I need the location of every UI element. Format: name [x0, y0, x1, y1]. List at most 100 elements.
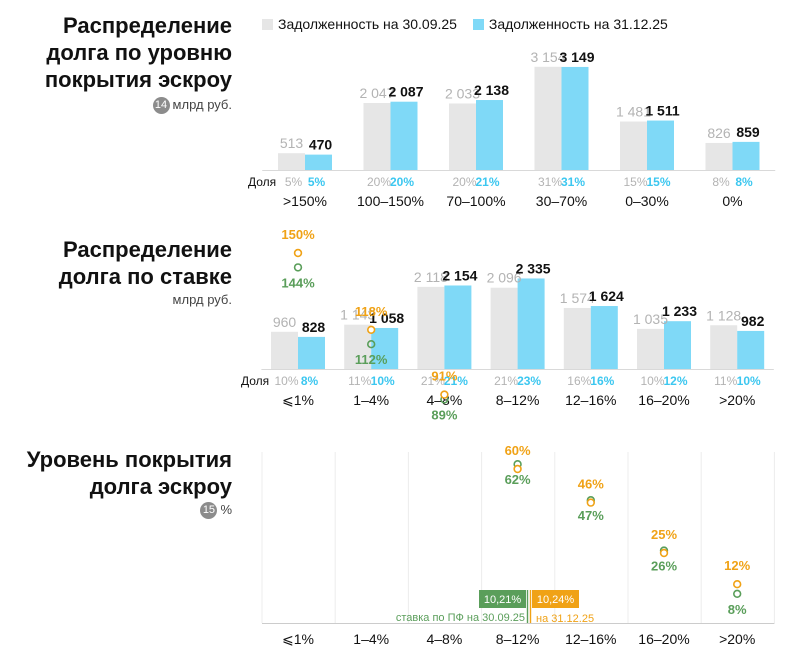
legend-swatch-new	[472, 19, 484, 30]
chart1-category-label: 0%	[722, 193, 742, 209]
chart3-rate-tag-old	[479, 590, 526, 608]
chart3-rate-caption-new: на 31.12.25	[536, 613, 594, 625]
chart1-share-new: 8%	[735, 175, 753, 189]
chart2-share-new: 10%	[737, 374, 761, 388]
chart2-bar-new	[590, 306, 618, 369]
chart1-bar-old	[534, 66, 562, 170]
chart1-category-label: 70–100%	[446, 193, 505, 209]
chart1-value-label-new: 859	[736, 124, 760, 140]
chart1-value-label-old: 3 154	[530, 49, 565, 65]
chart3-value-label-new: 60%	[505, 443, 531, 458]
chart3-value-label-old: 112%	[355, 352, 388, 367]
chart1-share-new: 31%	[561, 175, 585, 189]
chart3-point-new	[586, 498, 595, 507]
chart1-value-label-new: 1 511	[645, 103, 679, 119]
chart2-bar-old	[271, 331, 298, 369]
chart1-bar-new	[476, 100, 503, 170]
chart3-point-old	[367, 340, 376, 349]
chart1-value-label-new: 2 138	[474, 82, 509, 98]
chart3-category-label: 4–8%	[426, 631, 462, 647]
chart1-category-label: 0–30%	[625, 193, 669, 209]
chart1-bar-old	[449, 103, 476, 170]
chart2-value-label-new: 1 233	[662, 303, 697, 319]
chart2-category-label: 16–20%	[638, 392, 689, 408]
chart3-rate-tag-new	[532, 590, 579, 608]
chart2-value-label-new: 2 154	[442, 267, 477, 283]
chart2-unit: млрд руб.	[172, 292, 232, 307]
chart1-value-label-old: 2 047	[359, 85, 394, 101]
chart1-share-old: 8%	[712, 175, 730, 189]
chart1-value-label-new: 2 087	[388, 84, 423, 100]
chart3-value-label-old: 144%	[281, 275, 315, 290]
chart2-category-label: 1–4%	[353, 392, 389, 408]
chart3-rate-caption-old: ставка по ПФ на 30.09.25	[396, 612, 525, 624]
chart2-category-label: 8–12%	[496, 392, 540, 408]
chart2-bar-new	[298, 336, 325, 369]
chart3-category-label: ⩽1%	[282, 631, 314, 647]
chart1-share-new: 21%	[475, 175, 499, 189]
chart2-value-label-new: 982	[741, 313, 765, 329]
chart3-value-label-new: 46%	[578, 477, 604, 492]
chart1-category-label: 100–150%	[357, 193, 424, 209]
chart2-value-label-old: 2 096	[487, 270, 522, 286]
chart1-bar-old	[363, 103, 391, 170]
legend-item-old: Задолженность на 30.09.25	[262, 16, 457, 32]
chart2-category-label: ⩽1%	[282, 392, 314, 408]
legend-label-new: Задолженность на 31.12.25	[488, 16, 668, 32]
chart2-category-label: >20%	[719, 392, 755, 408]
chart3-category-label: 12–16%	[565, 631, 616, 647]
chart3-point-new	[293, 248, 303, 258]
chart2-share-new: 8%	[301, 374, 319, 388]
chart3-point-new	[367, 325, 376, 334]
chart1-subtitle: 14 млрд руб.	[152, 97, 232, 114]
chart3-point-new	[659, 548, 669, 558]
chart3-unit: %	[220, 502, 232, 517]
chart2-share-old: 21%	[494, 374, 518, 388]
chart2-share-old: 21%	[421, 374, 445, 388]
chart3-value-label-old: 89%	[431, 407, 457, 422]
chart2-share-old: 16%	[567, 374, 591, 388]
chart2-share-new: 10%	[371, 374, 395, 388]
chart3-category-label: 16–20%	[638, 631, 689, 647]
chart3-value-label-old: 47%	[578, 508, 604, 523]
chart1-bar-new	[561, 66, 589, 170]
chart2-share-new: 12%	[663, 374, 687, 388]
chart2-bar-new	[737, 330, 765, 369]
footnote-badge: 15	[200, 502, 218, 519]
chart1-unit: млрд руб.	[172, 97, 232, 112]
chart1-share-old: 20%	[452, 175, 476, 189]
legend-label-old: Задолженность на 30.09.25	[278, 16, 457, 32]
chart1-bar-old	[620, 121, 647, 170]
chart3-category-label: 8–12%	[496, 631, 540, 647]
chart1-value-label-old: 1 481	[616, 104, 651, 120]
legend: Задолженность на 30.09.25 Задолженность …	[262, 16, 680, 32]
chart1-category-label: 30–70%	[536, 193, 587, 209]
chart2-value-label-old: 960	[273, 314, 297, 330]
chart3-subtitle: 15%	[200, 502, 232, 519]
chart2-share-old: 11%	[714, 374, 737, 388]
chart2-value-label-old: 2 118	[414, 269, 448, 285]
chart1-value-label-old: 513	[280, 135, 304, 151]
chart3-value-label-new: 91%	[431, 369, 457, 384]
chart3-point-old	[293, 263, 303, 272]
chart1-bar-new	[390, 101, 418, 170]
chart3-value-label-old: 8%	[728, 602, 747, 617]
chart2-category-label: 12–16%	[565, 392, 616, 408]
chart1-share-row-label: Доля	[248, 175, 276, 189]
chart3-value-label-new: 25%	[651, 527, 677, 542]
legend-swatch-old	[262, 19, 273, 30]
footnote-badge: 14	[152, 97, 170, 114]
chart3-rate-tag-old-text: 10,21%	[484, 594, 522, 606]
chart2-share-new: 16%	[590, 374, 614, 388]
chart3-value-label-new: 12%	[724, 558, 750, 573]
chart3-value-label-new: 150%	[281, 227, 315, 242]
legend-item-new: Задолженность на 31.12.25	[472, 16, 668, 32]
chart2-share-row-label: Доля	[241, 374, 269, 388]
chart2-bar-old	[563, 307, 591, 369]
chart1-value-label-old: 2 033	[445, 85, 480, 101]
chart3-rate-tag-new-text: 10,24%	[537, 594, 575, 606]
chart1-category-label: >150%	[283, 193, 327, 209]
chart2-bar-old	[417, 286, 445, 369]
chart1-bar-old	[705, 142, 733, 170]
